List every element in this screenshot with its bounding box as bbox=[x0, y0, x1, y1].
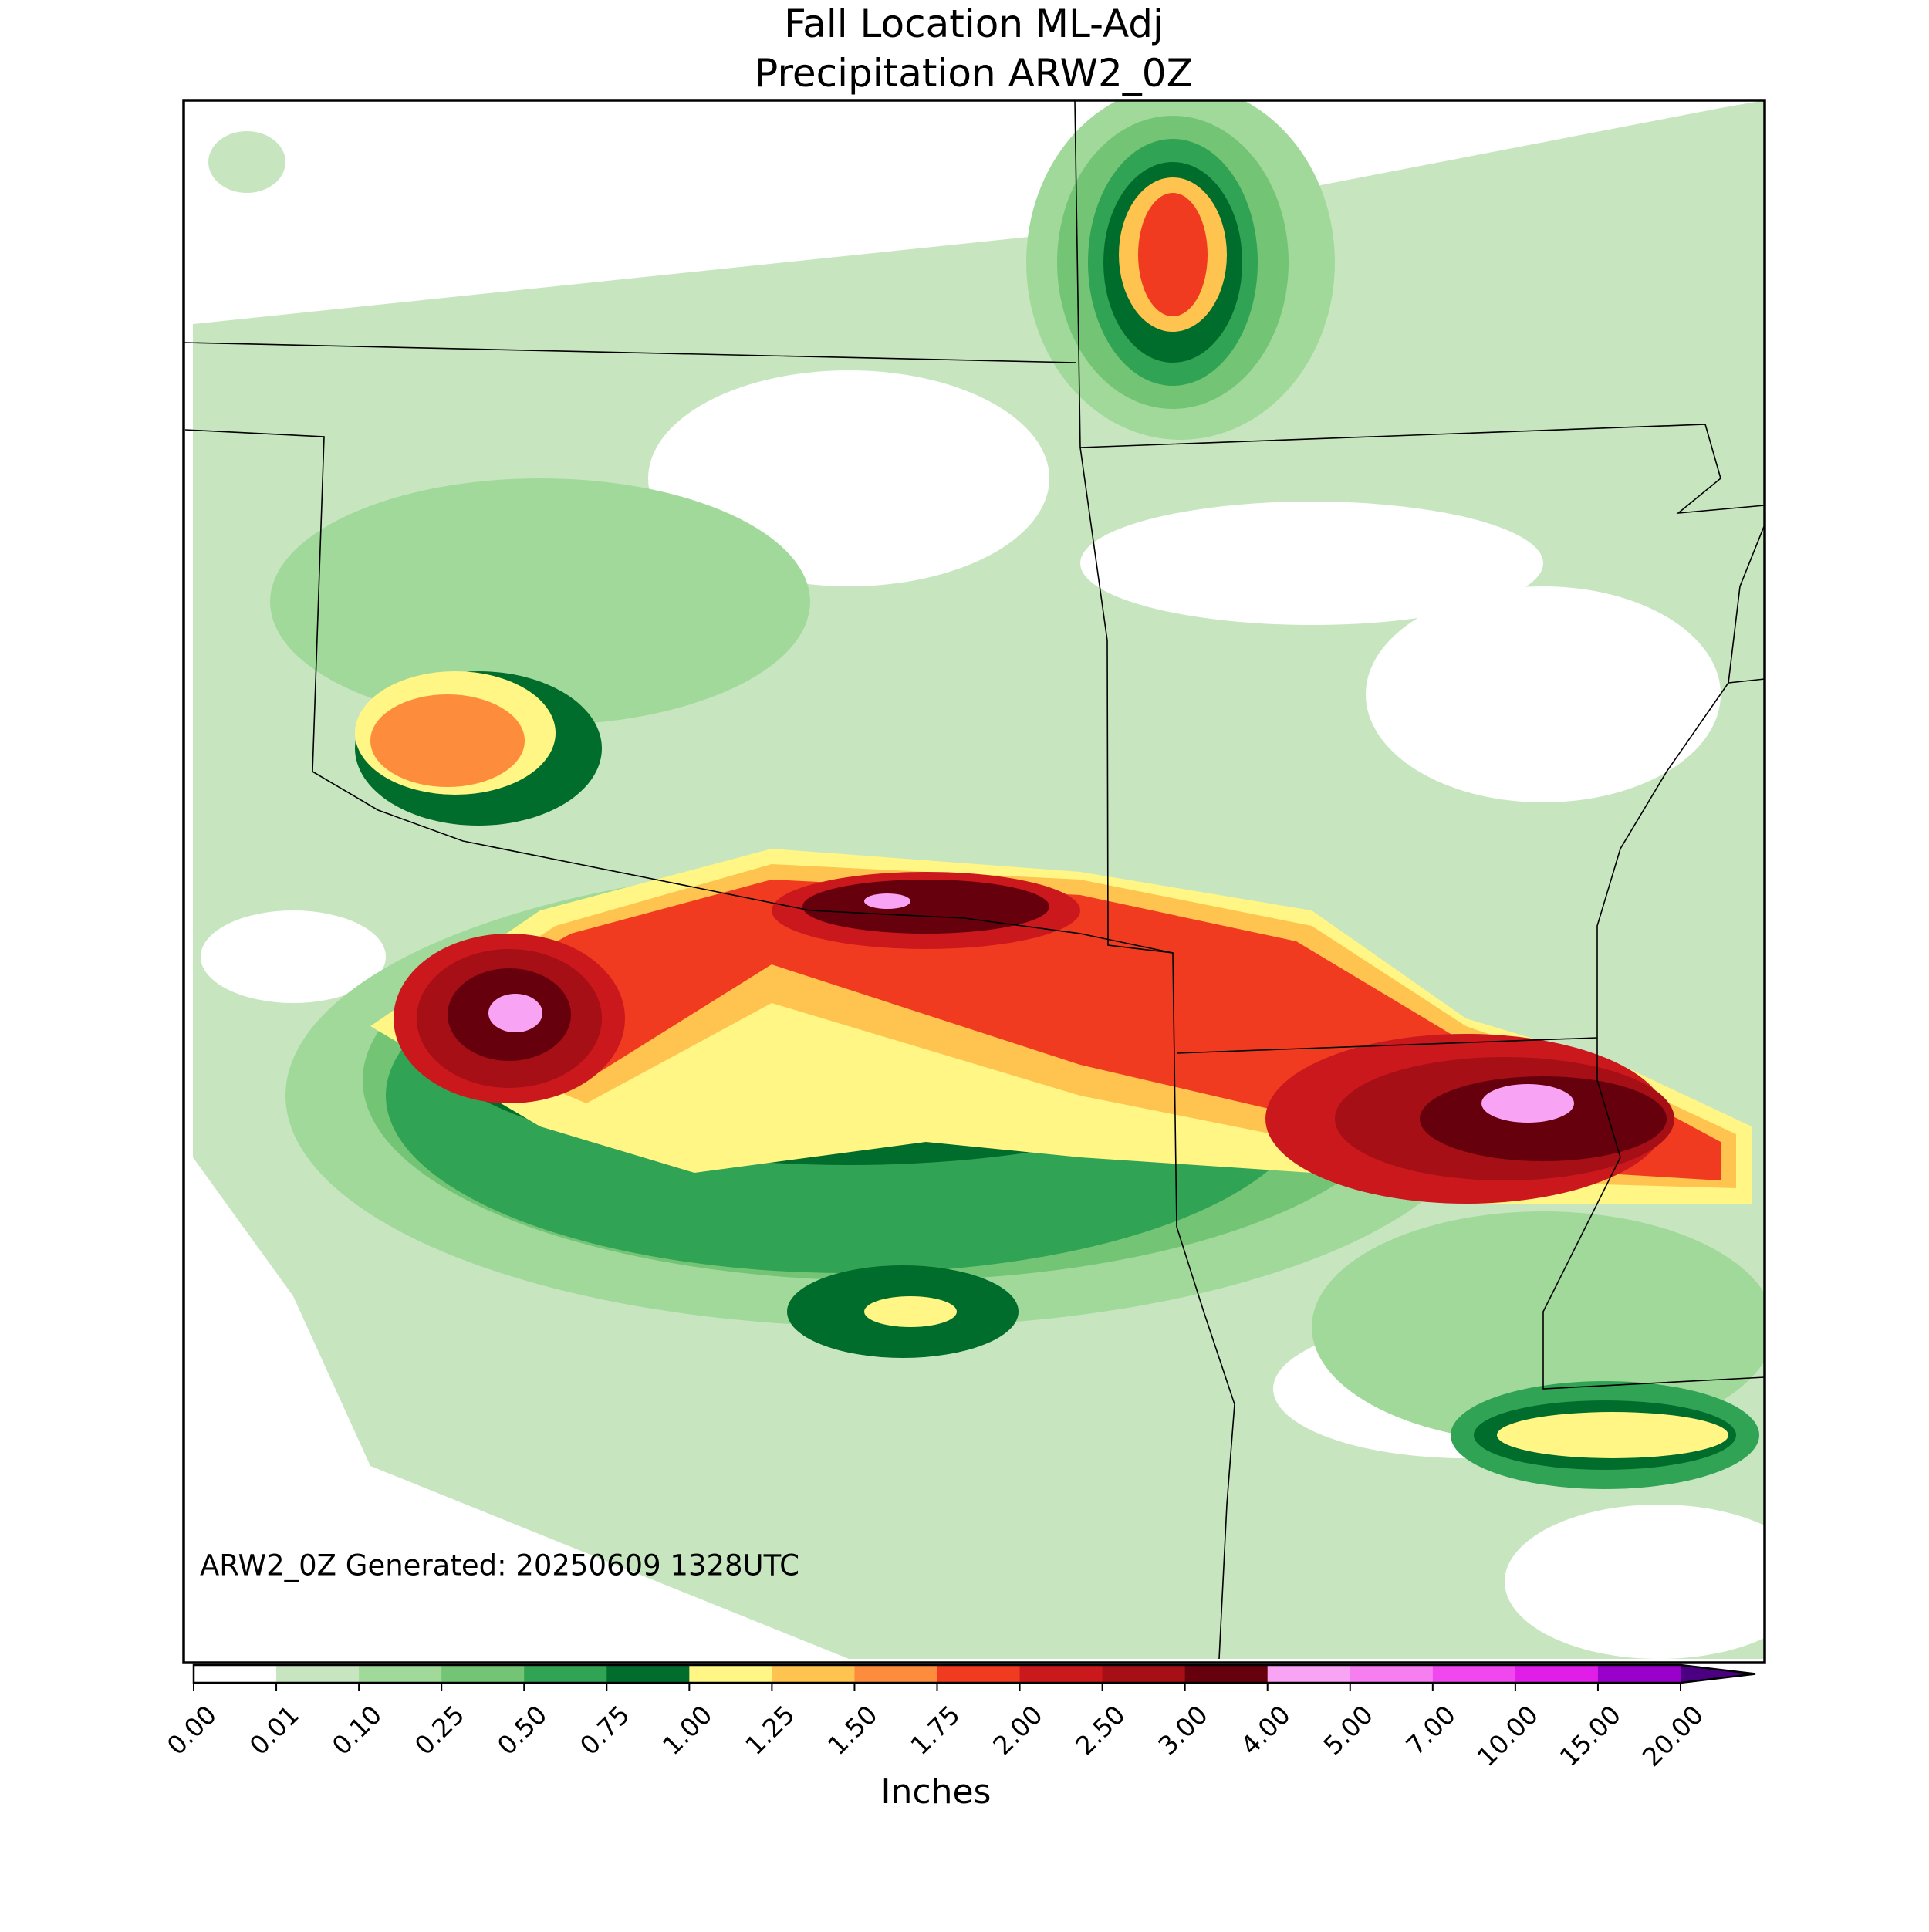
colorbar-tick-label: 4.00 bbox=[1235, 1700, 1296, 1761]
colorbar-segment bbox=[689, 1665, 772, 1683]
colorbar-segment bbox=[1267, 1665, 1351, 1683]
colorbar-segment bbox=[359, 1665, 442, 1683]
colorbar-segment bbox=[276, 1665, 360, 1683]
colorbar-label: Inches bbox=[881, 1772, 992, 1812]
colorbar-segment bbox=[1350, 1665, 1434, 1683]
colorbar-tick-label: 0.01 bbox=[244, 1700, 306, 1761]
colorbar-tick-label: 3.00 bbox=[1152, 1700, 1214, 1761]
colorbar-segment bbox=[1102, 1665, 1186, 1683]
colorbar-tick-label: 1.50 bbox=[822, 1700, 883, 1761]
colorbar-tick-label: 1.00 bbox=[657, 1700, 718, 1761]
colorbar: 0.00 0.01 0.10 0.25 0.50 0.75 1.00 1.25 1.50 1.75… bbox=[161, 1663, 1756, 1772]
colorbar-segment bbox=[441, 1665, 525, 1683]
colorbar-tick-label: 1.75 bbox=[904, 1700, 966, 1761]
colorbar-segment bbox=[1184, 1665, 1269, 1683]
colorbar-segment bbox=[606, 1665, 690, 1683]
colorbar-segment bbox=[854, 1665, 937, 1683]
colorbar-segment bbox=[1515, 1665, 1599, 1683]
colorbar-tick-label: 7.00 bbox=[1400, 1700, 1461, 1761]
colorbar-tick-label: 15.00 bbox=[1554, 1700, 1627, 1772]
colorbar-tick-label: 0.10 bbox=[326, 1700, 388, 1761]
map-frame bbox=[182, 99, 1766, 1664]
colorbar-tick-label: 0.25 bbox=[409, 1700, 471, 1761]
colorbar-segment bbox=[1597, 1665, 1681, 1683]
colorbar-segment bbox=[194, 1665, 277, 1683]
precipitation-field bbox=[184, 100, 1765, 1663]
colorbar-tick-label: 2.50 bbox=[1069, 1700, 1131, 1761]
title-line: Fall Location ML-Adj bbox=[784, 2, 1164, 46]
colorbar-tick-label: 10.00 bbox=[1471, 1700, 1544, 1772]
colorbar-extension bbox=[1681, 1665, 1755, 1683]
colorbar-tick-label: 0.75 bbox=[574, 1700, 636, 1761]
colorbar-segment bbox=[1432, 1665, 1516, 1683]
colorbar-tick-label: 2.00 bbox=[987, 1700, 1049, 1761]
colorbar-tick-label: 0.00 bbox=[161, 1700, 223, 1761]
colorbar-segment bbox=[524, 1665, 607, 1683]
colorbar-outline bbox=[192, 1663, 1756, 1684]
colorbar-segment bbox=[1019, 1665, 1103, 1683]
colorbar-tick-label: 1.25 bbox=[739, 1700, 801, 1761]
colorbar-tick-label: 5.00 bbox=[1317, 1700, 1379, 1761]
colorbar-tick-label: 20.00 bbox=[1637, 1700, 1709, 1772]
colorbar-tick-label: 0.50 bbox=[492, 1700, 553, 1761]
colorbar-segment bbox=[772, 1665, 855, 1683]
title-line: Precipitation ARW2_0Z bbox=[755, 51, 1193, 96]
annotation: ARW2_0Z Generated: 20250609 1328UTC bbox=[200, 1549, 799, 1582]
colorbar-segment bbox=[937, 1665, 1021, 1683]
